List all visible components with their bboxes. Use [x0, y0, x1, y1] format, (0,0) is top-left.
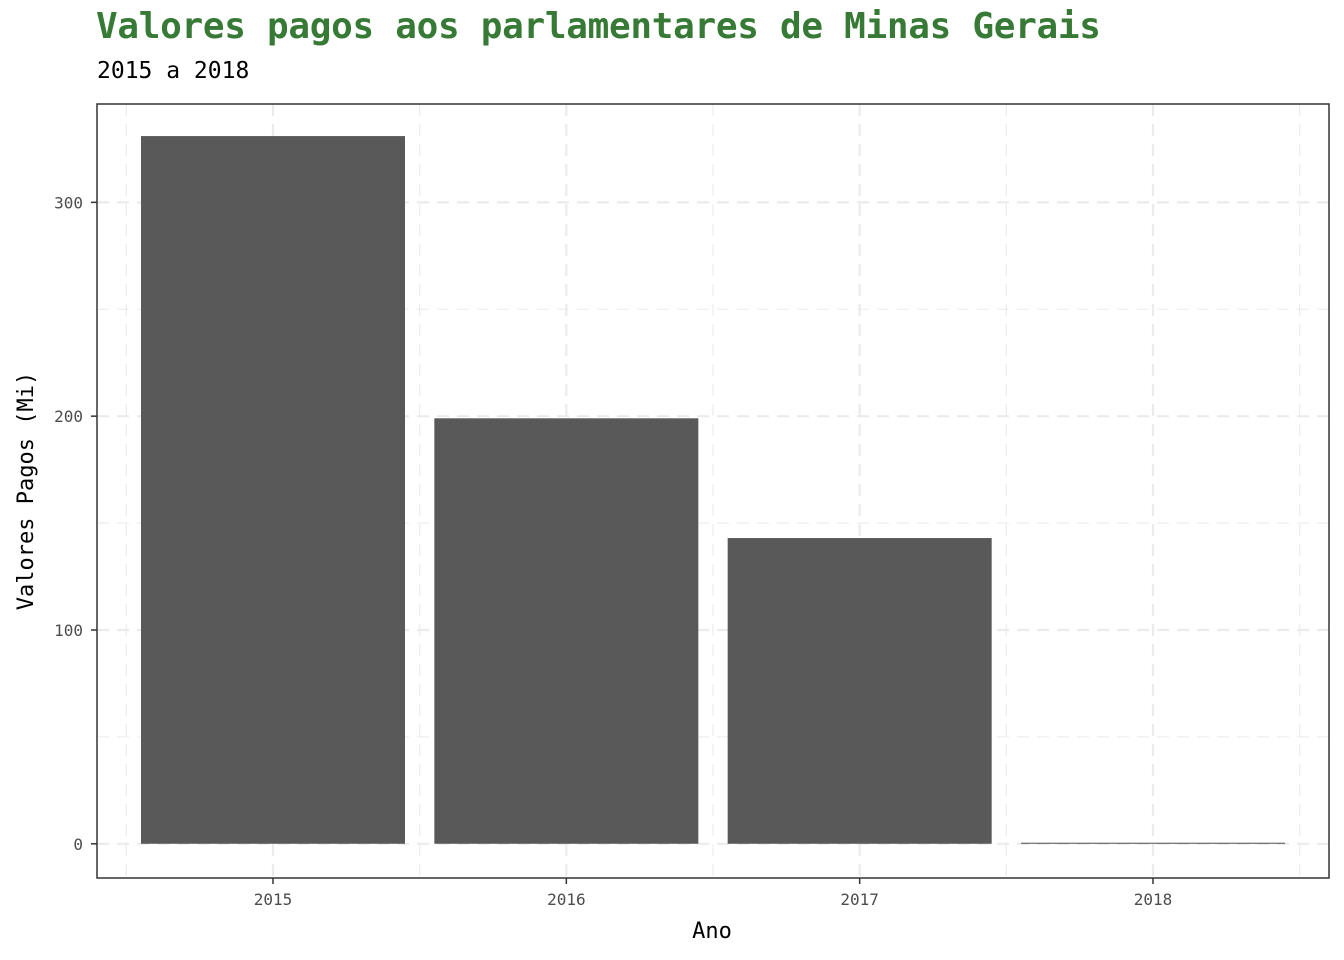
y-tick-label: 200: [54, 407, 83, 426]
y-tick-label: 0: [73, 835, 83, 854]
axes: 0 100 200 300 2015 2016 2017 2018: [54, 193, 1172, 909]
x-tick-label: 2017: [840, 890, 879, 909]
bar-2015: [141, 136, 405, 844]
chart-title: Valores pagos aos parlamentares de Minas…: [96, 6, 1101, 47]
y-tick-label: 300: [54, 193, 83, 212]
plot-panel-border: [96, 103, 1330, 879]
y-axis-title: Valores Pagos (Mi): [14, 372, 39, 610]
x-tick-label: 2015: [254, 890, 293, 909]
bars: [141, 136, 1285, 844]
x-tick-label: 2018: [1134, 890, 1173, 909]
bar-2016: [434, 418, 699, 844]
bar-2018: [1021, 842, 1285, 844]
x-axis-title: Ano: [692, 919, 732, 944]
y-tick-label: 100: [54, 621, 83, 640]
x-tick-label: 2016: [547, 890, 586, 909]
bar-2017: [727, 538, 992, 844]
chart-subtitle: 2015 a 2018: [97, 58, 250, 84]
